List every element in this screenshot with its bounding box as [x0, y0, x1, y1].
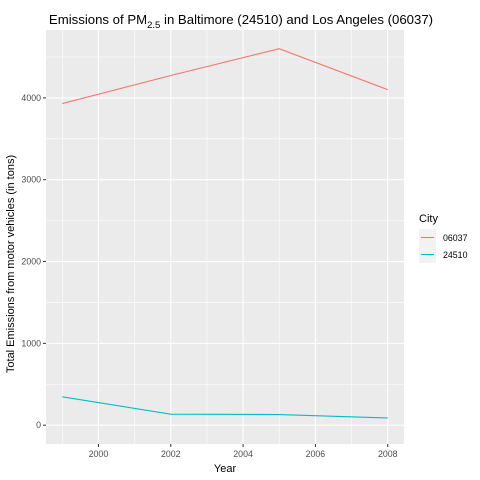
legend: City 06037 24510 [419, 213, 468, 263]
plot-panel [46, 30, 404, 444]
y-tick-label: 2000 [21, 257, 41, 267]
panel-background [46, 30, 404, 444]
y-axis-title: Total Emissions from motor vehicles (in … [5, 155, 17, 373]
chart-title-suffix: in Baltimore (24510) and Los Angeles (06… [160, 12, 433, 27]
x-axis: 2000 2002 2004 2006 2008 [89, 444, 398, 459]
legend-label-06037: 06037 [443, 233, 468, 243]
x-tick-label: 2006 [306, 449, 326, 459]
chart-title: Emissions of PM2.5 in Baltimore (24510) … [49, 12, 433, 31]
series-line-06037 [62, 48, 388, 105]
legend-label-24510: 24510 [443, 250, 468, 260]
x-tick-label: 2008 [378, 449, 398, 459]
y-tick-label: 0 [36, 420, 41, 430]
minor-gridlines [46, 30, 404, 444]
legend-title: City [419, 213, 438, 225]
legend-items: 06037 24510 [419, 229, 468, 263]
y-tick-label: 1000 [21, 338, 41, 348]
chart-title-subscript: 2.5 [147, 20, 160, 31]
series-lines [62, 48, 388, 419]
x-tick-label: 2002 [161, 449, 181, 459]
x-axis-title: Year [214, 463, 237, 475]
chart-title-prefix: Emissions of PM [49, 12, 147, 27]
major-gridlines [46, 30, 404, 444]
y-tick-label: 3000 [21, 175, 41, 185]
x-tick-label: 2000 [89, 449, 109, 459]
y-axis: 0 1000 2000 3000 4000 [21, 93, 46, 430]
x-tick-label: 2004 [233, 449, 253, 459]
series-line-24510 [62, 396, 388, 419]
y-tick-label: 4000 [21, 93, 41, 103]
